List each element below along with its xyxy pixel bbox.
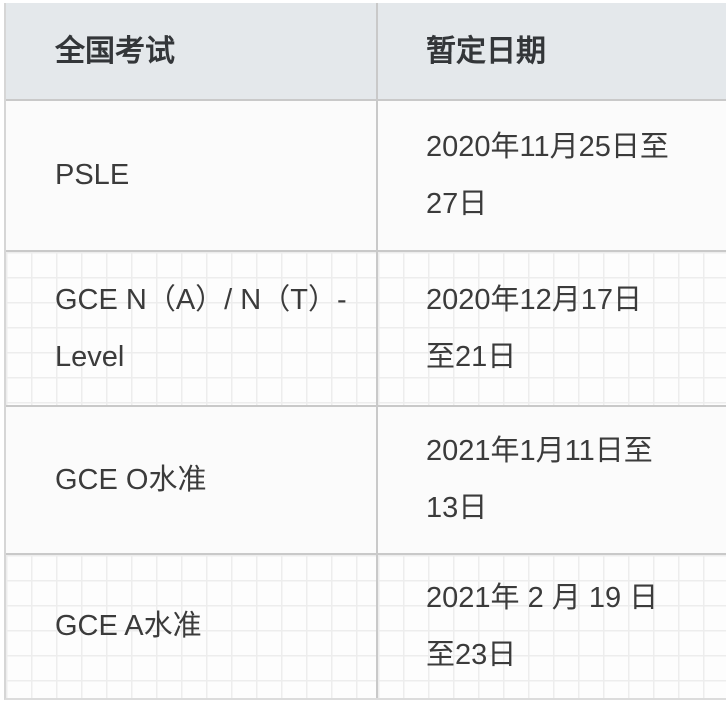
exam-name: PSLE (55, 159, 130, 191)
exam-schedule-table: 全国考试 暂定日期 PSLE 2020年11月25日至27日 GCE N（A）/… (4, 3, 726, 700)
exam-cell: GCE A水准 (6, 555, 376, 698)
exam-date: 2020年12月17日至21日 (426, 283, 643, 373)
date-cell: 2020年12月17日至21日 (378, 252, 726, 405)
header-cell-date: 暂定日期 (378, 3, 726, 99)
exam-date: 2021年 2 月 19 日至23日 (426, 581, 659, 671)
column-label-date: 暂定日期 (426, 34, 546, 68)
exam-name: GCE A水准 (55, 610, 202, 642)
date-cell: 2020年11月25日至27日 (378, 101, 726, 250)
exam-date: 2021年1月11日至13日 (426, 435, 653, 524)
exam-cell: GCE O水准 (6, 407, 376, 553)
exam-cell: PSLE (6, 101, 376, 250)
column-label-exam: 全国考试 (55, 34, 175, 68)
exam-name: GCE O水准 (55, 463, 207, 496)
date-cell: 2021年1月11日至13日 (378, 407, 726, 553)
exam-date: 2020年11月25日至27日 (426, 130, 669, 220)
date-cell: 2021年 2 月 19 日至23日 (378, 555, 726, 698)
exam-cell: GCE N（A）/ N（T）-Level (6, 252, 376, 405)
exam-name: GCE N（A）/ N（T）-Level (55, 283, 347, 373)
header-cell-exam: 全国考试 (6, 3, 376, 99)
exam-schedule-grid: 全国考试 暂定日期 PSLE 2020年11月25日至27日 GCE N（A）/… (6, 3, 726, 698)
